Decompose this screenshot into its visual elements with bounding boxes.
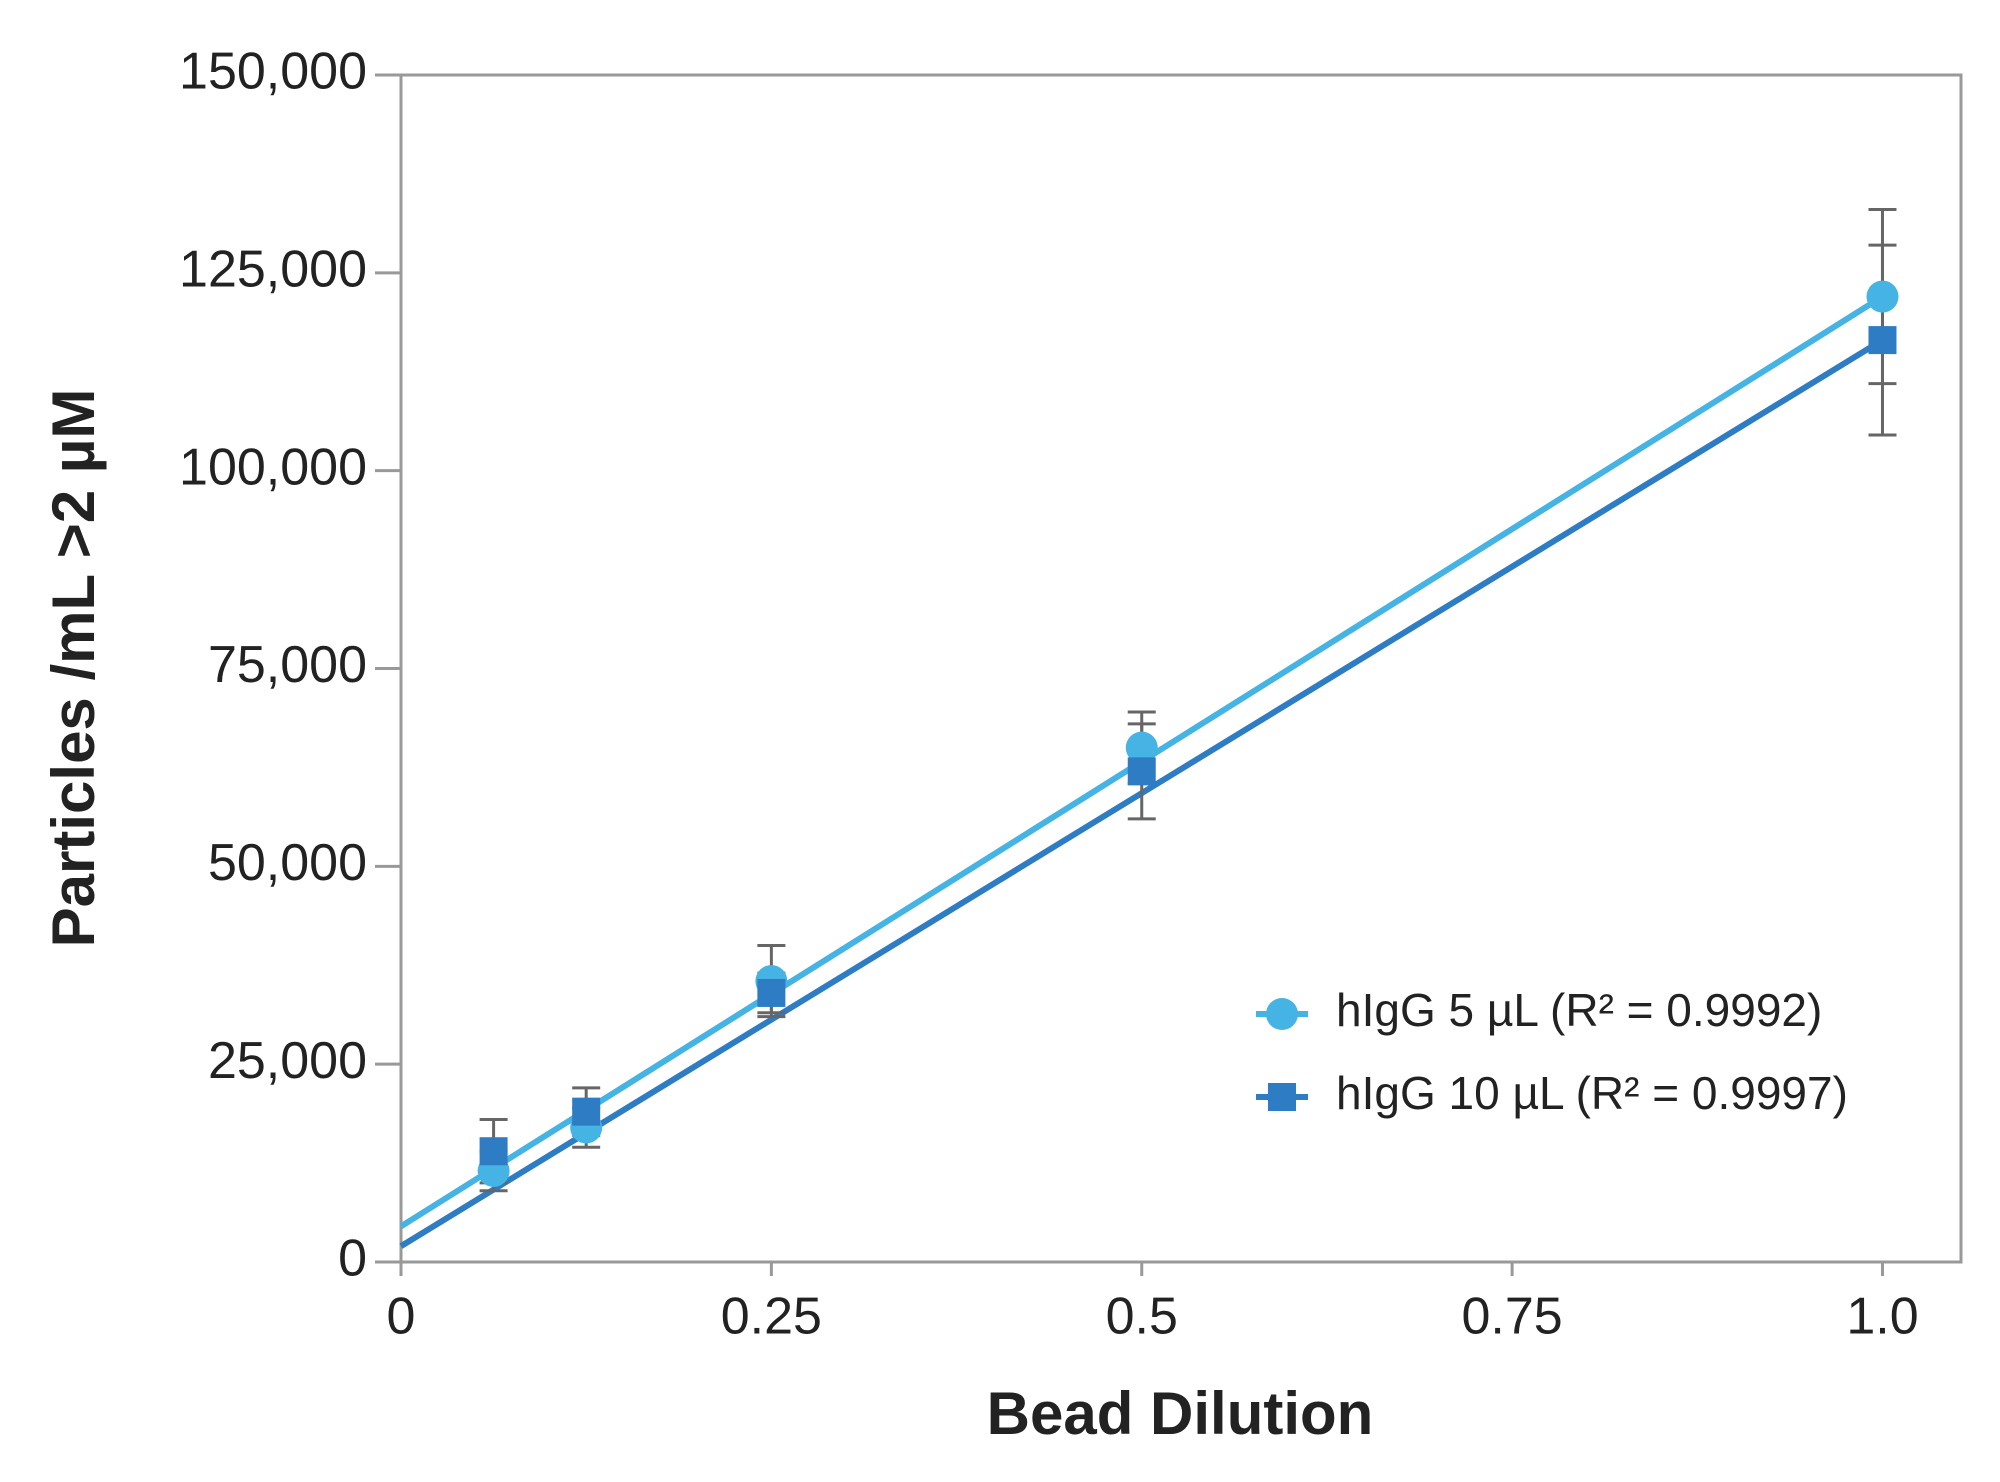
data-point bbox=[757, 978, 786, 1007]
y-tick-label: 150,000 bbox=[179, 43, 367, 101]
data-point bbox=[1127, 757, 1156, 786]
y-tick-label: 100,000 bbox=[179, 438, 367, 496]
legend-marker bbox=[1268, 1083, 1296, 1111]
y-tick-label: 50,000 bbox=[208, 834, 367, 892]
x-tick-label: 0.75 bbox=[1462, 1288, 1563, 1346]
legend-marker bbox=[1266, 998, 1298, 1030]
x-tick-label: 0.25 bbox=[721, 1288, 822, 1346]
y-tick-label: 0 bbox=[338, 1230, 367, 1288]
legend-label: hIgG 5 µL (R² = 0.9992) bbox=[1336, 984, 1822, 1036]
y-tick-label: 75,000 bbox=[208, 636, 367, 694]
data-point bbox=[1868, 326, 1897, 355]
x-axis-label: Bead Dilution bbox=[987, 1380, 1374, 1447]
data-point bbox=[572, 1097, 601, 1126]
data-point bbox=[479, 1137, 508, 1166]
y-tick-label: 125,000 bbox=[179, 241, 367, 299]
x-tick-label: 1.0 bbox=[1846, 1288, 1918, 1346]
legend-label: hIgG 10 µL (R² = 0.9997) bbox=[1336, 1067, 1848, 1119]
x-tick-label: 0.5 bbox=[1106, 1288, 1178, 1346]
y-axis-label: Particles /mL >2 µM bbox=[40, 389, 107, 948]
data-point bbox=[1125, 731, 1158, 764]
y-tick-label: 25,000 bbox=[208, 1032, 367, 1090]
x-tick-label: 0 bbox=[387, 1288, 416, 1346]
data-point bbox=[1866, 280, 1899, 313]
